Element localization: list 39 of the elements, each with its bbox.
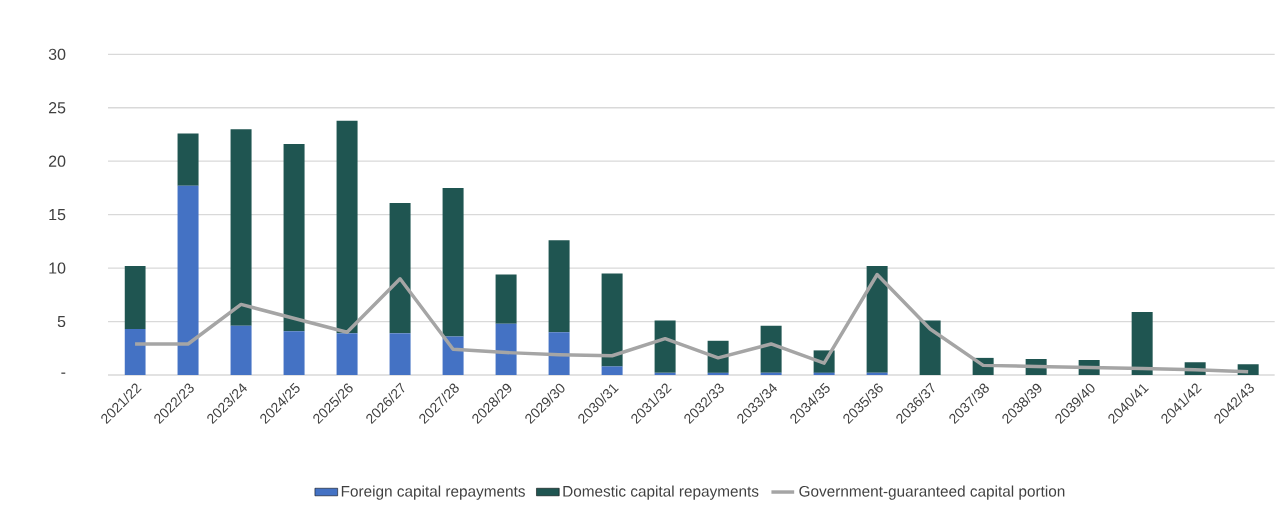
- bar: [442, 187, 464, 337]
- bar: [177, 133, 199, 186]
- bar: [389, 202, 411, 334]
- bar: [548, 240, 570, 333]
- legend-label: Domestic capital repayments: [563, 485, 759, 500]
- bar: [283, 144, 305, 332]
- bar: [1131, 311, 1153, 375]
- bar: [495, 323, 517, 375]
- bar: [177, 185, 199, 375]
- bar: [866, 372, 888, 375]
- legend-label: Government-guaranteed capital portion: [799, 485, 1065, 500]
- bar: [230, 129, 252, 326]
- bar: [548, 332, 570, 375]
- y-tick-label: 5: [57, 315, 66, 328]
- legend-label: Foreign capital repayments: [341, 485, 525, 500]
- bar: [760, 325, 782, 373]
- bar: [601, 273, 623, 367]
- bar: [124, 265, 146, 330]
- y-tick-label: 15: [49, 209, 66, 221]
- bar: [336, 333, 358, 375]
- bar: [230, 325, 252, 375]
- bar: [760, 372, 782, 375]
- bar: [601, 366, 623, 375]
- bar: [389, 333, 411, 375]
- y-tick-label: -: [61, 372, 66, 374]
- bar: [813, 372, 835, 375]
- bar: [283, 331, 305, 375]
- bar: [866, 265, 888, 373]
- y-tick-label: 30: [48, 48, 66, 60]
- bar: [124, 329, 146, 375]
- bar: [495, 274, 517, 324]
- bar: [707, 372, 729, 375]
- bar: [654, 372, 676, 375]
- bar: [919, 320, 941, 375]
- bar: [654, 320, 676, 373]
- y-tick-label: 10: [49, 262, 66, 274]
- bar: [336, 120, 358, 334]
- y-tick-label: 20: [48, 155, 66, 167]
- y-tick-label: 25: [48, 102, 66, 114]
